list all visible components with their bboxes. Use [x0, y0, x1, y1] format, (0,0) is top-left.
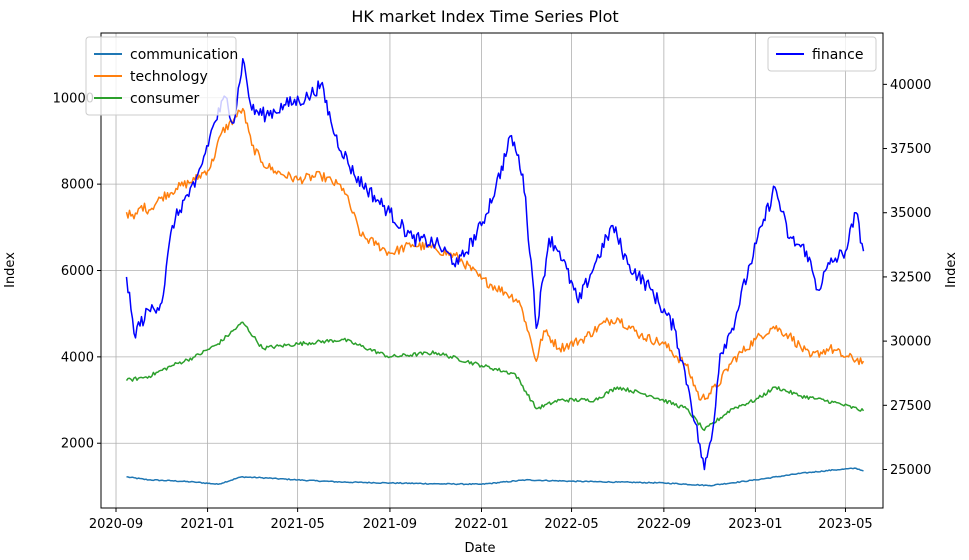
legend-box — [85, 36, 237, 116]
x-tick-label: 2020-09 — [89, 517, 143, 532]
series-line-technology — [125, 107, 865, 401]
legend-label-finance: finance — [812, 47, 863, 63]
legend-label-communication: communication — [130, 47, 238, 63]
y-axis-right-label: Index — [944, 252, 959, 288]
y-right-tick-label: 30000 — [890, 335, 931, 350]
series-line-communication — [126, 467, 864, 487]
y-left-tick-label: 6000 — [61, 264, 94, 279]
x-tick-label: 2022-05 — [544, 517, 598, 532]
series-lines — [125, 57, 865, 487]
y-axis-right: 25000 27500 30000 32500 35000 37500 40000 — [883, 78, 931, 478]
x-tick-label: 2022-09 — [637, 517, 691, 532]
legend-label-consumer: consumer — [130, 91, 200, 107]
y-right-tick-label: 25000 — [890, 463, 931, 478]
legend-box — [767, 36, 877, 72]
x-tick-label: 2023-01 — [728, 517, 782, 532]
y-left-tick-label: 8000 — [61, 178, 94, 193]
y-right-tick-label: 35000 — [890, 206, 931, 221]
y-right-tick-label: 32500 — [890, 270, 931, 285]
x-tick-label: 2023-05 — [818, 517, 872, 532]
series-line-consumer — [125, 321, 865, 432]
legend-right: finance — [767, 36, 877, 72]
legend-left: communication technology consumer — [85, 36, 238, 116]
y-right-tick-label: 27500 — [890, 399, 931, 414]
y-axis-left: 2000 4000 6000 8000 10000 — [53, 91, 101, 452]
y-left-tick-label: 2000 — [61, 437, 94, 452]
x-axis: 2020-09 2021-01 2021-05 2021-09 2022-01 2022-… — [89, 508, 873, 532]
x-tick-label: 2021-01 — [180, 517, 234, 532]
y-left-tick-label: 4000 — [61, 350, 94, 365]
x-axis-label: Date — [464, 541, 495, 556]
series-line-finance — [125, 57, 865, 471]
x-tick-label: 2021-05 — [270, 517, 324, 532]
y-axis-left-label: Index — [3, 252, 18, 288]
y-right-tick-label: 40000 — [890, 78, 931, 93]
grid — [101, 33, 883, 508]
x-tick-label: 2022-01 — [454, 517, 508, 532]
y-left-tick-label: 10000 — [53, 91, 94, 106]
chart-title: HK market Index Time Series Plot — [351, 7, 618, 26]
y-right-tick-label: 37500 — [890, 142, 931, 157]
legend-label-technology: technology — [130, 69, 208, 85]
x-tick-label: 2021-09 — [363, 517, 417, 532]
